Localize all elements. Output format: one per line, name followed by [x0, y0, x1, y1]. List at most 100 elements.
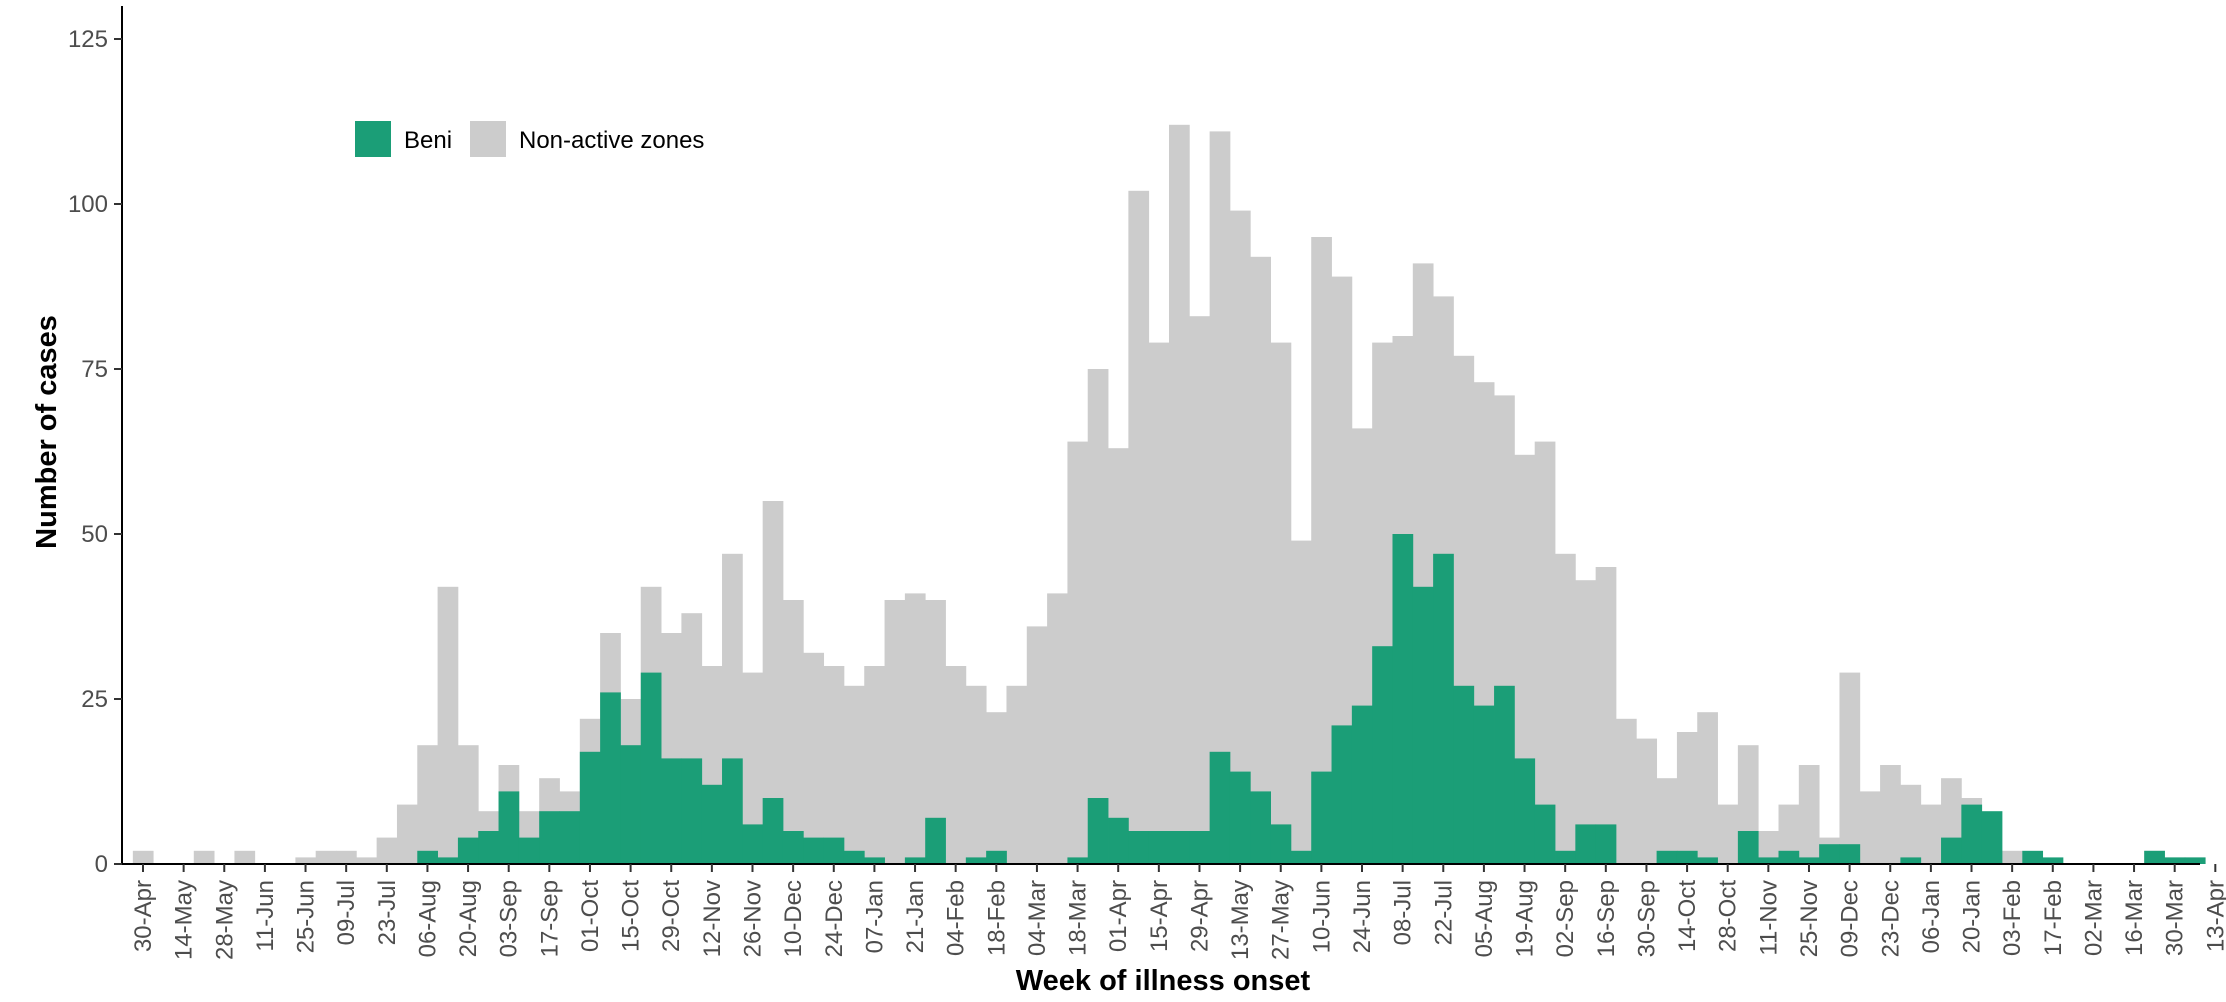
x-tick-label: 10-Dec — [780, 880, 807, 957]
non-active-zones-bar-53 — [1209, 131, 1231, 864]
beni-bars — [417, 534, 2206, 864]
x-tick-label: 30-Apr — [130, 880, 157, 952]
x-tick-label: 25-Nov — [1796, 880, 1823, 957]
beni-bar-42 — [986, 850, 1007, 864]
non-active-zones-bar-75 — [1656, 778, 1678, 864]
beni-bar-38 — [904, 857, 926, 864]
beni-bar-49 — [1128, 831, 1150, 864]
non-active-zones-bar-58 — [1311, 237, 1332, 864]
beni-bar-47 — [1087, 798, 1109, 864]
non-active-zones-bar-31 — [762, 501, 784, 864]
non-active-zones-bar-92 — [2001, 850, 2023, 864]
non-active-zones-bar-49 — [1128, 190, 1150, 865]
beni-bar-59 — [1331, 725, 1353, 864]
non-active-zones-bar-73 — [1615, 718, 1637, 864]
x-tick-label: 15-Apr — [1146, 880, 1173, 952]
beni-bar-84 — [1839, 844, 1861, 864]
beni-bar-32 — [782, 831, 804, 864]
non-active-zones-bar-13 — [396, 804, 418, 864]
non-active-zones-bar-46 — [1067, 441, 1089, 864]
non-active-zones-bar-16 — [457, 745, 479, 864]
beni-bar-60 — [1351, 705, 1373, 864]
beni-bar-17 — [478, 831, 499, 864]
x-tick-label: 06-Jan — [1918, 880, 1945, 953]
beni-bar-64 — [1433, 553, 1454, 864]
beni-bar-41 — [965, 857, 987, 864]
beni-bar-48 — [1108, 817, 1129, 864]
beni-bar-25 — [640, 672, 662, 864]
x-tick-label: 15-Oct — [618, 880, 645, 952]
x-tick-label: 23-Dec — [1877, 880, 1904, 957]
beni-bar-57 — [1290, 850, 1312, 864]
x-tick-label: 21-Jan — [902, 880, 929, 953]
non-active-zones-bar-51 — [1169, 124, 1190, 865]
non-active-zones-bar-14 — [417, 745, 438, 864]
x-tick-label: 02-Mar — [2080, 880, 2107, 956]
non-active-zones-bar-54 — [1229, 210, 1251, 865]
non-active-zones-bar-36 — [864, 666, 885, 864]
non-active-zones-bar-33 — [803, 652, 825, 864]
non-active-zones-bar-84 — [1839, 672, 1861, 864]
x-tick-label: 24-Dec — [821, 880, 848, 957]
beni-bar-50 — [1148, 831, 1170, 864]
non-active-zones-bar-48 — [1108, 448, 1129, 864]
x-tick-label: 17-Sep — [536, 880, 563, 957]
y-axis-title: Number of cases — [31, 315, 63, 549]
beni-bar-27 — [681, 758, 703, 864]
y-tick-label: 125 — [68, 26, 108, 53]
legend-swatch-non-active-zones — [470, 121, 506, 157]
non-active-zones-bar-59 — [1331, 276, 1353, 865]
beni-bar-90 — [1961, 804, 1983, 864]
x-tick-label: 13-Apr — [2202, 880, 2226, 952]
x-tick-label: 26-Nov — [740, 880, 767, 957]
x-tick-label: 23-Jul — [374, 880, 401, 945]
beni-bar-16 — [457, 837, 479, 864]
x-tick-label: 02-Sep — [1552, 880, 1579, 957]
beni-bar-30 — [742, 824, 764, 864]
x-tick-label: 13-May — [1227, 880, 1254, 960]
non-active-zones-bar-52 — [1189, 316, 1211, 864]
x-tick-label: 17-Feb — [2040, 880, 2067, 956]
beni-bar-87 — [1900, 857, 1922, 864]
beni-bar-58 — [1311, 771, 1332, 864]
non-active-zones-bar-81 — [1778, 804, 1800, 864]
beni-bar-19 — [518, 837, 540, 864]
x-tick-label: 16-Mar — [2121, 880, 2148, 956]
x-tick-label: 28-May — [211, 880, 238, 960]
non-active-zones-bar-10 — [336, 850, 357, 864]
non-active-zones-bar-71 — [1575, 580, 1597, 864]
beni-bar-55 — [1250, 791, 1271, 864]
non-active-zones-bar-43 — [1006, 685, 1028, 864]
non-active-zones-bar-70 — [1555, 553, 1576, 864]
non-active-zones-bar-47 — [1087, 369, 1109, 864]
beni-bar-94 — [2042, 857, 2064, 864]
x-tick-label: 09-Jul — [333, 880, 360, 945]
x-tick-label: 12-Nov — [699, 880, 726, 957]
beni-bar-21 — [559, 811, 581, 864]
beni-bar-36 — [864, 857, 885, 864]
beni-bar-75 — [1656, 850, 1678, 864]
x-tick-label: 11-Jun — [252, 880, 279, 952]
non-active-zones-bar-9 — [315, 850, 337, 864]
x-tick-label: 06-Aug — [414, 880, 441, 957]
non-active-zones-bar-32 — [782, 600, 804, 864]
y-axis-ticks: 0 25 50 75 100 125 — [68, 26, 122, 878]
non-active-zones-bar-57 — [1290, 540, 1312, 864]
x-tick-label: 19-Aug — [1512, 880, 1539, 957]
x-tick-label: 27-May — [1268, 880, 1295, 960]
x-axis-ticks: 30-Apr 14-May 28-May 11-Jun 25-Jun 09-Jul 23-J… — [130, 864, 2226, 960]
y-tick-label: 75 — [81, 356, 108, 383]
non-active-zones-bar-87 — [1900, 784, 1922, 864]
non-active-zones-bar-44 — [1026, 626, 1048, 864]
beni-bar-72 — [1595, 824, 1617, 864]
non-active-zones-bar-40 — [945, 666, 967, 864]
beni-bar-100 — [2164, 857, 2186, 864]
beni-bar-99 — [2144, 850, 2165, 864]
beni-bar-23 — [600, 692, 621, 864]
beni-bar-20 — [539, 811, 560, 864]
x-tick-label: 14-Oct — [1674, 880, 1701, 952]
beni-bar-76 — [1676, 850, 1698, 864]
beni-bar-51 — [1169, 831, 1190, 864]
non-active-zones-bar-38 — [904, 593, 926, 864]
non-active-zones-bar-76 — [1676, 732, 1698, 864]
